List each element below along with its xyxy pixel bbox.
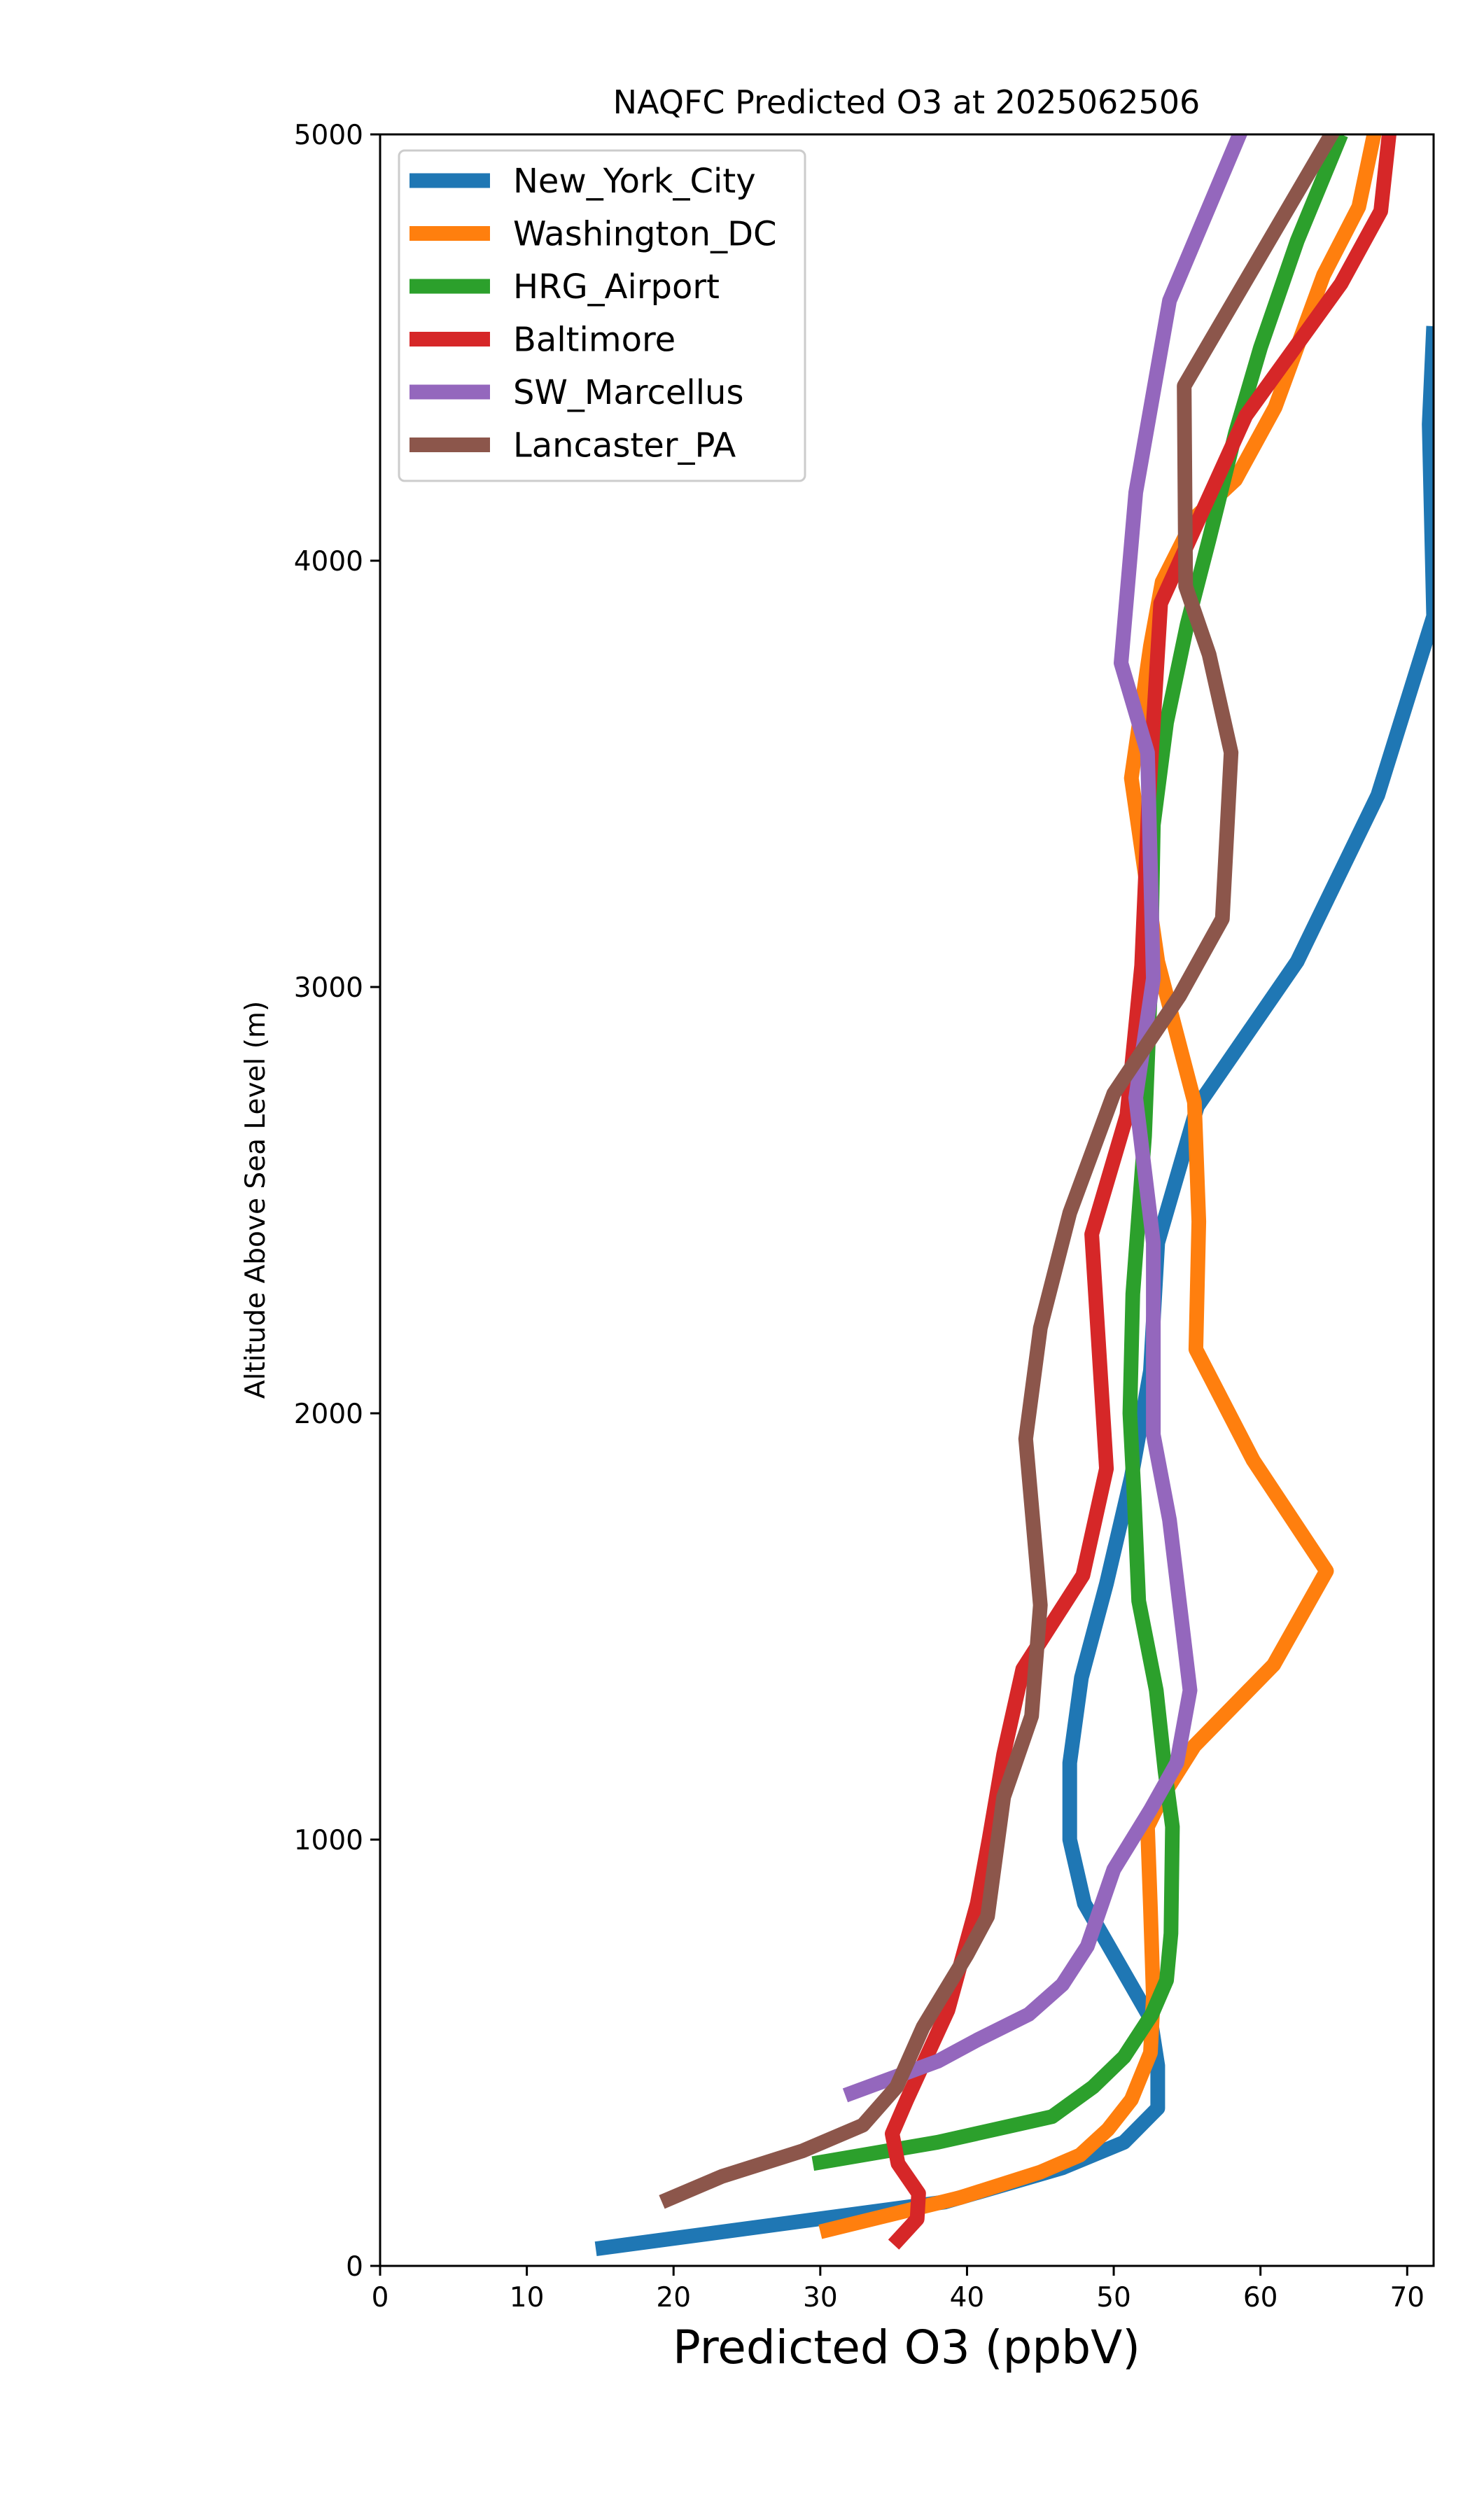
legend-label: Lancaster_PA: [513, 426, 736, 465]
x-axis-label: Predicted O3 (ppbV): [673, 2320, 1140, 2374]
x-tick-label: 0: [372, 2282, 389, 2314]
x-tick-label: 50: [1096, 2282, 1131, 2314]
x-tick-label: 30: [803, 2282, 838, 2314]
y-tick-label: 0: [346, 2251, 363, 2283]
legend-label: Washington_DC: [513, 215, 777, 254]
legend-label: SW_Marcellus: [513, 373, 743, 412]
x-tick-label: 10: [510, 2282, 545, 2314]
legend: New_York_City Washington_DC HRG_Airport Bal…: [398, 149, 806, 482]
legend-box: [398, 149, 806, 482]
series-line-5: [842, 134, 1248, 2103]
y-tick-label: 1000: [294, 1825, 363, 1856]
plot-frame: [379, 133, 1435, 2267]
legend-label: HRG_Airport: [513, 267, 720, 307]
series-line-3: [811, 134, 1348, 2171]
x-tick-label: 40: [950, 2282, 985, 2314]
y-axis-label: Altitude Above Sea Level (m): [240, 1001, 272, 1399]
series-line-1: [594, 326, 1434, 2257]
series-layer: [594, 134, 1434, 2257]
x-tick-label: 60: [1243, 2282, 1278, 2314]
series-line-6: [659, 134, 1340, 2209]
ticks-layer: 0 10 20 30 40 50 60 70 0 1000 2000 3000 4000 5000: [294, 120, 1424, 2314]
x-tick-label: 20: [656, 2282, 691, 2314]
series-line-4: [885, 134, 1396, 2250]
y-tick-label: 2000: [294, 1399, 363, 1430]
legend-label: New_York_City: [513, 162, 756, 201]
legend-items: New_York_City Washington_DC HRG_Airport Bal…: [410, 162, 777, 465]
y-tick-label: 5000: [294, 120, 363, 151]
y-tick-label: 4000: [294, 546, 363, 578]
x-tick-label: 70: [1390, 2282, 1424, 2314]
y-tick-label: 3000: [294, 972, 363, 1004]
chart-title: NAQFC Predicted O3 at 2025062506: [613, 83, 1200, 121]
legend-label: Baltimore: [513, 321, 676, 360]
